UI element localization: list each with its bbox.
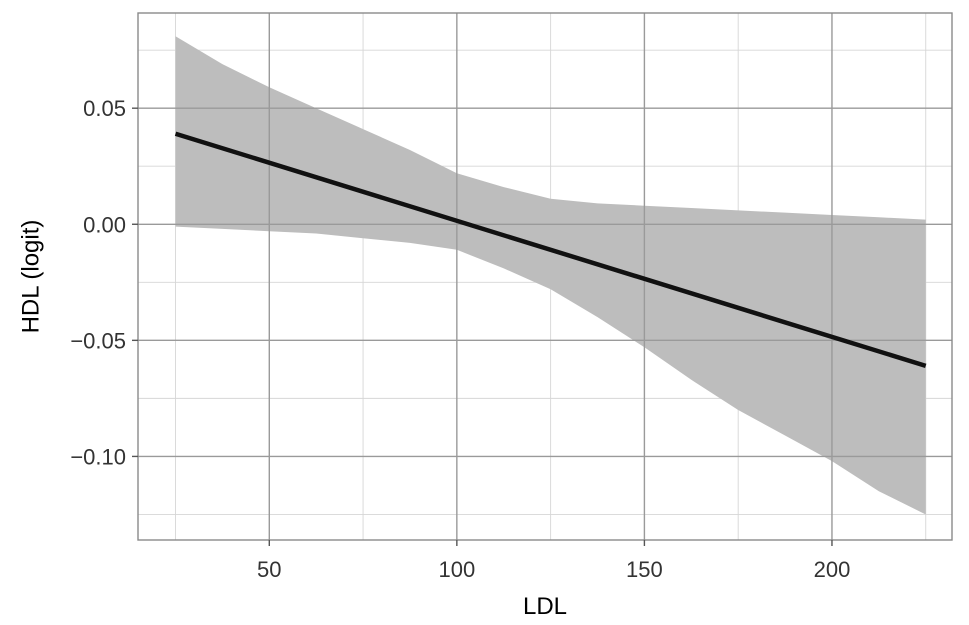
y-tick-label-2: −0.05 [70,328,126,353]
y-axis-ticks: 0.05 0.00 −0.05 −0.10 [70,96,138,469]
series-layer [174,131,927,369]
plot-panel-border [137,12,953,541]
y-axis-title: HDL (logit) [17,220,44,334]
y-tick-label-1: 0.00 [83,212,126,237]
confidence-band [175,36,926,515]
confidence-band-layer [175,36,926,515]
y-tick-label-3: −0.10 [70,444,126,469]
y-tick-label-0: 0.05 [83,96,126,121]
x-tick-label-2: 150 [626,557,663,582]
x-axis-title: LDL [523,593,567,620]
x-axis-ticks: 50 100 150 200 [257,540,850,582]
series-line-0 [174,131,927,369]
x-tick-label-3: 200 [814,557,851,582]
x-tick-label-0: 50 [257,557,281,582]
x-tick-label-1: 100 [438,557,475,582]
